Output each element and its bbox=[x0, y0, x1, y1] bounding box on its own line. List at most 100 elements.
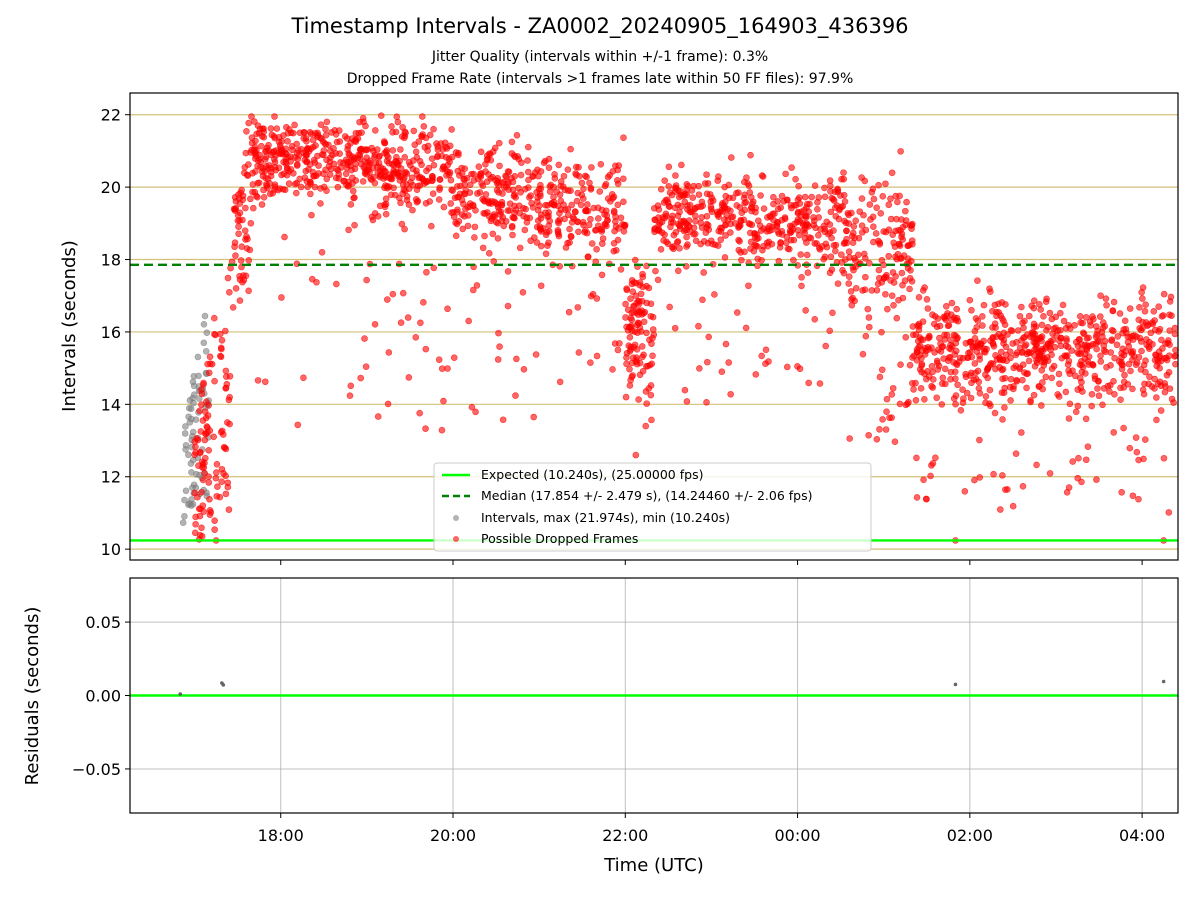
dropped-frame-point bbox=[788, 204, 795, 212]
dropped-frame-point bbox=[593, 352, 601, 360]
dropped-frame-point bbox=[827, 208, 835, 216]
dropped-frame-rate-subtitle: Dropped Frame Rate (intervals >1 frames … bbox=[346, 71, 854, 87]
dropped-frame-point bbox=[1160, 454, 1168, 462]
dropped-frame-point bbox=[980, 301, 988, 309]
dropped-frame-point bbox=[924, 334, 932, 342]
residual-plot-x-ticks: 18:00 20:00 22:00 00:00 02:00 04:00 bbox=[258, 813, 1165, 845]
dropped-frame-point bbox=[374, 413, 382, 420]
dropped-frame-point bbox=[627, 295, 634, 302]
dropped-frame-point bbox=[951, 368, 959, 376]
dropped-frame-point bbox=[773, 219, 781, 226]
dropped-frame-point bbox=[752, 371, 760, 378]
dropped-frame-point bbox=[903, 198, 910, 206]
dropped-frame-point bbox=[625, 342, 633, 349]
dropped-frame-point bbox=[214, 483, 221, 490]
dropped-frame-point bbox=[247, 219, 255, 227]
dropped-frame-point bbox=[949, 342, 956, 350]
dropped-frame-point bbox=[834, 280, 842, 287]
dropped-frame-point bbox=[966, 296, 974, 304]
dropped-frame-point bbox=[918, 355, 925, 362]
dropped-frame-point bbox=[239, 192, 247, 200]
dropped-frame-point bbox=[609, 195, 617, 202]
dropped-frame-point bbox=[494, 235, 502, 242]
dropped-frame-point bbox=[981, 348, 989, 356]
dropped-frame-point bbox=[258, 168, 266, 175]
dropped-frame-point bbox=[707, 203, 715, 210]
dropped-frame-point bbox=[422, 425, 429, 432]
top-y-tick-label: 22 bbox=[101, 106, 121, 125]
dropped-frame-point bbox=[418, 132, 425, 140]
dropped-frame-point bbox=[671, 324, 679, 332]
dropped-frame-point bbox=[652, 267, 659, 275]
dropped-frame-point bbox=[430, 161, 438, 169]
dropped-frame-point bbox=[245, 119, 252, 127]
dropped-frame-point bbox=[643, 400, 651, 407]
dropped-frame-point bbox=[923, 296, 931, 303]
dropped-frame-point bbox=[678, 161, 685, 169]
dropped-frame-point bbox=[454, 206, 461, 214]
dropped-frame-point bbox=[921, 396, 928, 403]
dropped-frame-point bbox=[1140, 390, 1148, 398]
interval-point bbox=[194, 353, 202, 361]
dropped-frame-point bbox=[512, 206, 520, 213]
dropped-frame-point bbox=[595, 215, 602, 222]
dropped-frame-point bbox=[735, 222, 743, 229]
dropped-frame-point bbox=[548, 200, 556, 208]
dropped-frame-point bbox=[1095, 392, 1103, 400]
dropped-frame-point bbox=[818, 243, 826, 250]
dropped-frame-point bbox=[641, 308, 649, 316]
dropped-frame-point bbox=[993, 356, 1001, 363]
dropped-frame-point bbox=[866, 201, 874, 208]
dropped-frame-point bbox=[537, 282, 545, 290]
interval-point bbox=[200, 321, 208, 328]
dropped-frame-point bbox=[440, 397, 447, 405]
dropped-frame-point bbox=[640, 318, 648, 326]
interval-point bbox=[179, 519, 187, 527]
dropped-frame-point bbox=[464, 212, 472, 219]
dropped-frame-point bbox=[939, 374, 947, 382]
dropped-frame-point bbox=[1019, 361, 1027, 368]
dropped-frame-point bbox=[574, 304, 582, 311]
dropped-frame-point bbox=[971, 335, 979, 342]
dropped-frame-point bbox=[885, 201, 893, 209]
dropped-frame-point bbox=[336, 150, 343, 157]
dropped-frame-point bbox=[883, 408, 890, 416]
dropped-frame-point bbox=[754, 255, 762, 263]
dropped-frame-point bbox=[458, 211, 466, 218]
dropped-frame-point bbox=[952, 332, 959, 340]
dropped-frame-point bbox=[775, 257, 783, 265]
dropped-frame-point bbox=[991, 301, 999, 309]
dropped-frame-point bbox=[381, 139, 388, 147]
dropped-frame-point bbox=[212, 474, 220, 482]
dropped-frame-point bbox=[1154, 356, 1161, 363]
dropped-frame-point bbox=[785, 245, 793, 253]
dropped-frame-point bbox=[297, 183, 305, 191]
dropped-frame-point bbox=[626, 333, 634, 341]
dropped-frame-point bbox=[1136, 334, 1144, 342]
dropped-frame-point bbox=[937, 340, 944, 347]
x-axis-label: Time (UTC) bbox=[603, 855, 704, 876]
dropped-frame-point bbox=[1036, 301, 1043, 308]
dropped-frame-point bbox=[646, 361, 654, 369]
dropped-frame-point bbox=[932, 454, 939, 462]
dropped-frame-point bbox=[283, 123, 290, 131]
dropped-frame-point bbox=[878, 366, 886, 374]
dropped-frame-point bbox=[218, 478, 225, 486]
dropped-frame-point bbox=[676, 222, 683, 229]
dropped-frame-point bbox=[1001, 374, 1009, 382]
dropped-frame-point bbox=[1054, 391, 1061, 398]
dropped-frame-point bbox=[410, 127, 418, 135]
dropped-frame-point bbox=[875, 266, 883, 274]
dropped-frame-point bbox=[1125, 360, 1133, 368]
dropped-frame-point bbox=[876, 426, 883, 433]
dropped-frame-point bbox=[804, 269, 812, 276]
dropped-frame-point bbox=[1146, 373, 1153, 381]
dropped-frame-point bbox=[681, 386, 689, 394]
dropped-frame-point bbox=[1083, 346, 1091, 354]
dropped-frame-point bbox=[564, 205, 572, 213]
dropped-frame-point bbox=[248, 113, 255, 120]
dropped-frame-point bbox=[843, 227, 850, 235]
top-y-tick-label: 16 bbox=[101, 323, 121, 342]
dropped-frame-point bbox=[505, 186, 512, 193]
dropped-frame-point bbox=[226, 420, 233, 428]
